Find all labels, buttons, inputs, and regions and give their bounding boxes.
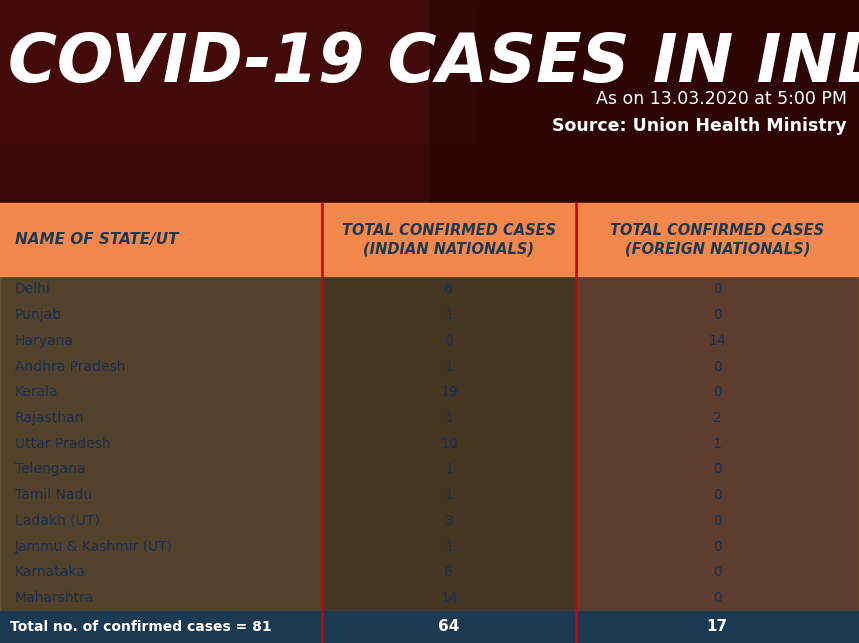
Bar: [0, 203, 859, 611]
Text: 1: 1: [444, 411, 454, 425]
Text: 10: 10: [440, 437, 458, 451]
Text: 0: 0: [713, 539, 722, 554]
Text: Punjab: Punjab: [15, 308, 62, 322]
Text: Andhra Pradesh: Andhra Pradesh: [15, 359, 125, 374]
Text: Source: Union Health Ministry: Source: Union Health Ministry: [552, 116, 847, 134]
Text: 17: 17: [707, 619, 728, 635]
Text: Rajasthan: Rajasthan: [15, 411, 84, 425]
Text: 6: 6: [444, 565, 454, 579]
Text: 0: 0: [444, 334, 454, 348]
Text: 6: 6: [444, 282, 454, 296]
Text: 2: 2: [713, 411, 722, 425]
Text: COVID-19 CASES IN INDIA: COVID-19 CASES IN INDIA: [8, 30, 859, 96]
Text: TOTAL CONFIRMED CASES
(FOREIGN NATIONALS): TOTAL CONFIRMED CASES (FOREIGN NATIONALS…: [610, 222, 825, 257]
Text: 0: 0: [713, 462, 722, 476]
Text: 1: 1: [444, 308, 454, 322]
Text: Delhi: Delhi: [15, 282, 51, 296]
Text: 0: 0: [713, 282, 722, 296]
Text: As on 13.03.2020 at 5:00 PM: As on 13.03.2020 at 5:00 PM: [596, 89, 847, 107]
Bar: [576, 203, 859, 611]
Text: Telengana: Telengana: [15, 462, 86, 476]
Text: 0: 0: [713, 308, 722, 322]
Text: 64: 64: [438, 619, 460, 635]
Text: NAME OF STATE/UT: NAME OF STATE/UT: [15, 232, 179, 247]
Text: 0: 0: [713, 565, 722, 579]
Bar: [0, 611, 859, 643]
Text: 3: 3: [444, 514, 454, 528]
Text: 0: 0: [713, 514, 722, 528]
Text: Total no. of confirmed cases = 81: Total no. of confirmed cases = 81: [10, 620, 271, 634]
Text: Ladakh (UT): Ladakh (UT): [15, 514, 100, 528]
Text: Jammu & Kashmir (UT): Jammu & Kashmir (UT): [15, 539, 174, 554]
Text: 1: 1: [444, 462, 454, 476]
Bar: [430, 0, 859, 203]
Bar: [0, 0, 859, 203]
Text: 1: 1: [444, 539, 454, 554]
Text: Tamil Nadu: Tamil Nadu: [15, 488, 92, 502]
Text: 1: 1: [444, 359, 454, 374]
Bar: [0, 203, 322, 611]
Text: TOTAL CONFIRMED CASES
(INDIAN NATIONALS): TOTAL CONFIRMED CASES (INDIAN NATIONALS): [342, 222, 556, 257]
Text: 1: 1: [444, 488, 454, 502]
Text: 14: 14: [709, 334, 726, 348]
Text: Karnataka: Karnataka: [15, 565, 86, 579]
Text: Maharshtra: Maharshtra: [15, 591, 94, 605]
Text: 19: 19: [440, 385, 458, 399]
Bar: [0, 203, 859, 276]
Text: Uttar Pradesh: Uttar Pradesh: [15, 437, 111, 451]
Text: Kerala: Kerala: [15, 385, 58, 399]
Text: Haryana: Haryana: [15, 334, 74, 348]
Text: 1: 1: [713, 437, 722, 451]
Text: 0: 0: [713, 488, 722, 502]
Text: 14: 14: [440, 591, 458, 605]
Text: 0: 0: [713, 359, 722, 374]
Text: 0: 0: [713, 385, 722, 399]
Bar: [0, 0, 472, 143]
Text: 0: 0: [713, 591, 722, 605]
